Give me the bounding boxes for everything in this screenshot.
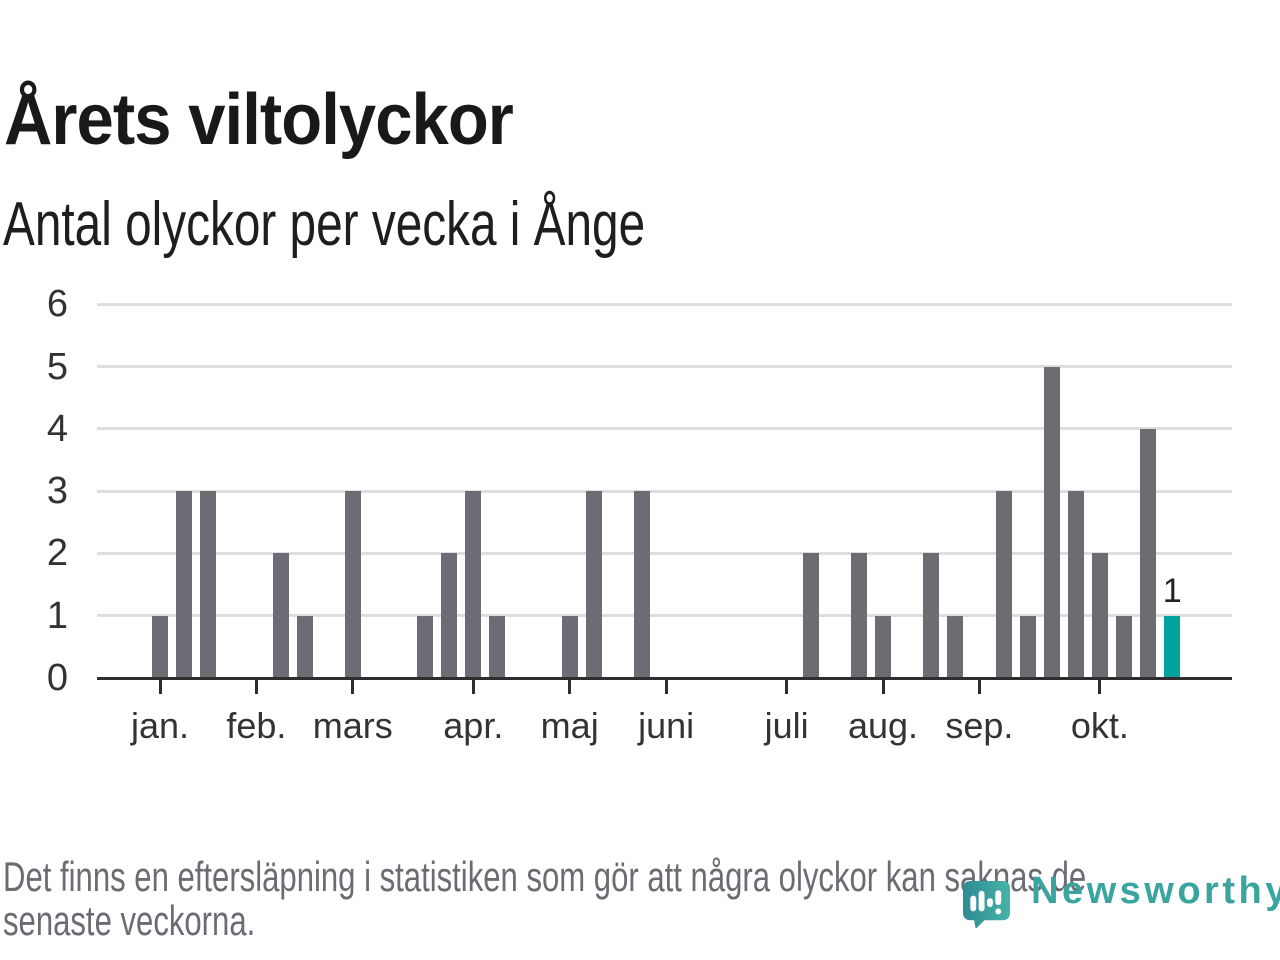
x-axis-label: juli <box>764 705 809 746</box>
bar-week <box>296 615 313 678</box>
bar-week <box>489 615 506 678</box>
bar-week <box>441 553 458 678</box>
x-axis-tick <box>785 678 789 694</box>
bar-week <box>585 491 602 678</box>
x-axis-label: okt. <box>1070 705 1129 746</box>
gridline-y4 <box>97 427 1232 431</box>
x-axis-tick <box>1098 678 1102 694</box>
bar-week <box>152 615 168 678</box>
bar-week <box>1019 615 1036 678</box>
bar-week <box>344 491 361 678</box>
bar-week <box>634 491 650 678</box>
y-axis-label: 5 <box>46 345 68 388</box>
x-axis-tick <box>254 678 258 694</box>
bar-week <box>1116 615 1132 678</box>
highlighted-bar-value-label: 1 <box>1162 571 1182 610</box>
bar-week <box>1067 491 1084 678</box>
x-axis-label: jan. <box>130 705 190 746</box>
gridline-y3 <box>97 489 1232 493</box>
bar-week <box>850 553 867 678</box>
x-axis-line <box>97 676 1232 680</box>
bar-week <box>995 491 1012 678</box>
bar-week <box>465 491 482 678</box>
x-axis-tick <box>351 678 355 694</box>
bar-highlighted-week <box>1164 615 1181 678</box>
y-axis-label: 6 <box>46 283 68 326</box>
bar-week <box>875 615 891 678</box>
x-axis-tick <box>471 678 475 694</box>
y-axis-label: 4 <box>46 407 68 450</box>
x-axis-tick <box>881 678 885 694</box>
bar-week <box>802 553 819 678</box>
y-axis-label: 0 <box>46 657 68 699</box>
x-axis-label: juni <box>638 705 695 746</box>
x-axis-label: mars <box>312 705 393 746</box>
bar-week <box>923 553 940 678</box>
gridline-y1 <box>97 614 1232 618</box>
chart-title: Årets viltolyckor <box>4 80 514 161</box>
x-axis-label: maj <box>540 705 599 746</box>
footnote-line-2: senaste veckorna. <box>3 897 256 944</box>
x-axis-label: aug. <box>847 705 919 746</box>
x-axis-tick <box>568 678 572 694</box>
bar-week <box>1043 366 1060 678</box>
bar-week <box>561 615 578 678</box>
bar-week <box>1140 428 1157 678</box>
footnote-line-1: Det finns en eftersläpning i statistiken… <box>3 853 1087 900</box>
gridline-y5 <box>97 365 1232 368</box>
x-axis-tick <box>158 678 162 694</box>
x-axis-label: feb. <box>226 705 287 746</box>
x-axis-tick <box>977 678 981 694</box>
bar-week <box>200 491 217 678</box>
x-axis-label: sep. <box>945 705 1014 746</box>
gridline-y6 <box>97 302 1232 306</box>
bar-week <box>1091 553 1108 678</box>
gridline-y2 <box>97 551 1232 555</box>
x-axis-label: apr. <box>443 705 504 746</box>
bar-week <box>272 553 289 678</box>
bar-week <box>947 615 964 678</box>
y-axis-label: 3 <box>46 470 68 513</box>
footnote: Det finns en eftersläpning i statistiken… <box>3 855 1086 943</box>
x-axis-tick <box>664 678 668 694</box>
y-axis-label: 1 <box>46 594 68 637</box>
chart-subtitle: Antal olyckor per vecka i Ånge <box>3 190 646 259</box>
bar-week <box>176 491 193 678</box>
bar-week <box>417 615 434 678</box>
y-axis-label: 2 <box>46 532 68 575</box>
